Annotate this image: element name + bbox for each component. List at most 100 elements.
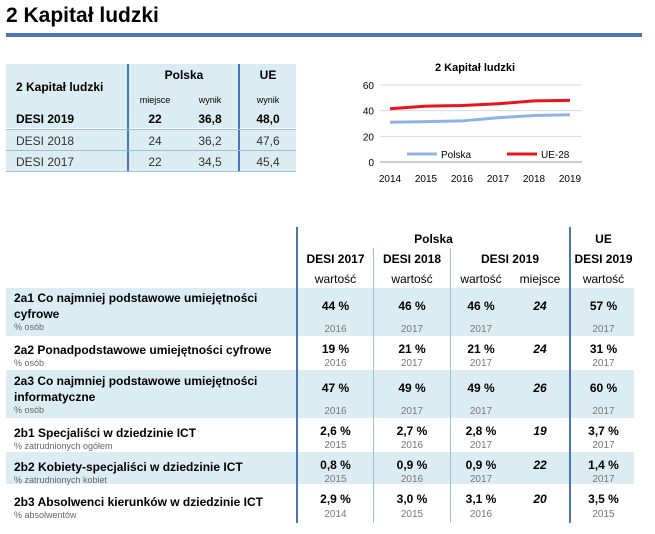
- indicator-value: 3,5 %: [588, 492, 619, 506]
- indicator-value: 3,1 %: [465, 492, 497, 506]
- summary-row-label: DESI 2018: [16, 134, 75, 148]
- table-divider: [450, 248, 451, 523]
- summary-rule: [6, 150, 296, 151]
- indicator-year: 2017: [592, 358, 615, 369]
- summary-header-miejsce: miejsce: [139, 95, 171, 105]
- indicator-year: 2017: [592, 440, 615, 451]
- summary-divider: [238, 64, 240, 171]
- indicator-rank: 20: [533, 492, 547, 506]
- indicator-name: 2a3 Co najmniej podstawowe umiejętności …: [14, 374, 258, 404]
- line-chart: 2 Kapitał ludzki 0 20 40 60 2014 2015 2016 201…: [363, 62, 582, 185]
- chart-ytick-label: 0: [368, 158, 374, 169]
- summary-header-wynik-ue: wynik: [256, 95, 280, 105]
- indicator-value: 0,9 %: [396, 458, 428, 472]
- indicator-value: 2,9 %: [320, 492, 351, 506]
- summary-rule: [6, 129, 296, 130]
- legend-label: UE-28: [541, 150, 570, 161]
- header-desi2019: DESI 2019: [480, 252, 540, 266]
- row-band: [6, 370, 634, 418]
- indicator-unit: % osób: [14, 405, 45, 415]
- indicator-year: 2015: [400, 509, 424, 520]
- header-ue: UE: [595, 232, 612, 246]
- indicator-value: 2,7 %: [396, 424, 428, 438]
- summary-row-wynik: 34,5: [198, 155, 222, 169]
- summary-row-band: [6, 110, 296, 128]
- legend-label: Polska: [441, 150, 471, 161]
- indicator-name: 2b1 Specjaliści w dziedzinie ICT: [14, 426, 197, 440]
- chart-series-line-polska: [389, 113, 571, 124]
- indicator-year: 2016: [324, 324, 347, 335]
- header-wartosc: wartość: [391, 272, 433, 286]
- summary-row-wynik: 36,2: [198, 134, 222, 148]
- indicator-rank: 22: [533, 458, 547, 472]
- summary-header-polska: Polska: [164, 68, 204, 82]
- indicator-value: 0,9 %: [465, 458, 497, 472]
- indicator-year: 2015: [324, 474, 347, 485]
- indicator-value: 60 %: [589, 381, 618, 395]
- indicator-unit: % osób: [14, 358, 45, 368]
- indicator-value: 3,0 %: [396, 492, 428, 506]
- summary-row-band: [6, 151, 296, 171]
- row-band: [6, 288, 634, 336]
- title-rule: [6, 33, 642, 37]
- summary-header-wynik: wynik: [198, 95, 222, 105]
- indicator-name: 2a2 Ponadpodstawowe umiejętności cyfrowe: [14, 343, 272, 357]
- indicator-year: 2016: [400, 440, 424, 451]
- indicator-value: 3,7 %: [588, 424, 619, 438]
- summary-row-ue: 47,6: [256, 134, 280, 148]
- chart-ytick-label: 20: [363, 132, 375, 143]
- chart-xtick-label: 2016: [451, 174, 474, 185]
- header-desi2018: DESI 2018: [382, 252, 442, 266]
- indicator-value: 57 %: [589, 299, 618, 313]
- indicator-year: 2014: [324, 509, 347, 520]
- summary-row-ue: 48,0: [256, 112, 280, 126]
- summary-row-label: DESI 2019: [16, 112, 75, 126]
- indicator-year: 2017: [469, 358, 493, 369]
- summary-row-miejsce: 24: [148, 134, 162, 148]
- indicator-year: 2016: [400, 474, 424, 485]
- indicator-value: 46 %: [398, 299, 426, 313]
- indicator-year: 2017: [592, 324, 615, 335]
- indicator-year: 2017: [400, 358, 424, 369]
- summary-row-wynik: 36,8: [198, 112, 222, 126]
- indicator-year: 2016: [324, 406, 347, 417]
- header-wartosc: wartość: [314, 272, 357, 286]
- summary-row-miejsce: 22: [148, 155, 162, 169]
- indicator-name: 2b2 Kobiety-specjaliści w dziedzinie ICT: [14, 460, 243, 474]
- chart-series-line-ue: [389, 98, 571, 111]
- indicator-year: 2016: [469, 509, 493, 520]
- indicator-year: 2017: [469, 440, 493, 451]
- indicator-value: 49 %: [398, 381, 426, 395]
- indicator-name: 2a1 Co najmniej podstawowe umiejętności …: [14, 291, 258, 321]
- summary-row-label: DESI 2017: [16, 155, 75, 169]
- header-wartosc: wartość: [460, 272, 502, 286]
- indicator-value: 47 %: [321, 381, 350, 395]
- indicator-value: 19 %: [321, 342, 350, 356]
- indicator-rank: 19: [533, 424, 547, 438]
- indicator-unit: % zatrudnionych kobiet: [14, 475, 108, 485]
- indicator-year: 2015: [592, 509, 615, 520]
- indicator-value: 44 %: [321, 299, 350, 313]
- indicator-value: 31 %: [589, 342, 618, 356]
- indicator-year: 2017: [400, 324, 424, 335]
- indicator-rank: 26: [533, 381, 547, 395]
- chart-ytick-label: 60: [363, 81, 375, 92]
- chart-title: 2 Kapitał ludzki: [435, 62, 515, 74]
- indicator-year: 2017: [469, 474, 493, 485]
- indicator-value: 46 %: [467, 299, 495, 313]
- summary-row-miejsce: 22: [148, 112, 162, 126]
- indicator-year: 2016: [324, 358, 347, 369]
- summary-divider: [127, 64, 129, 171]
- chart-ytick-label: 40: [363, 107, 375, 118]
- summary-row-ue: 45,4: [256, 155, 280, 169]
- indicator-rank: 24: [533, 299, 547, 313]
- summary-header-label: 2 Kapitał ludzki: [16, 80, 104, 94]
- indicator-name: 2b3 Absolwenci kierunków w dziedzinie IC…: [14, 495, 263, 509]
- indicator-unit: % zatrudnionych ogółem: [14, 441, 113, 451]
- chart-xtick-label: 2015: [415, 174, 438, 185]
- header-miejsce: miejsce: [519, 272, 561, 286]
- indicator-value: 21 %: [398, 342, 426, 356]
- indicator-value: 49 %: [467, 381, 495, 395]
- table-divider: [373, 248, 374, 523]
- indicator-rank: 24: [533, 342, 547, 356]
